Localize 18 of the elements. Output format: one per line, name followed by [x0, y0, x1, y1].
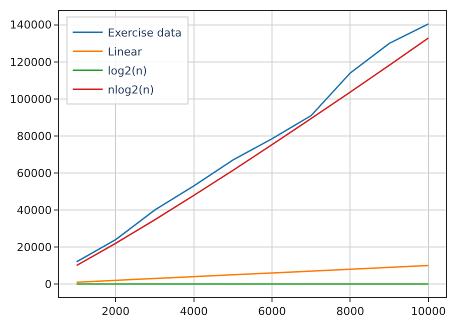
legend-label: Exercise data	[108, 26, 182, 40]
y-tick-label: 0	[44, 278, 52, 291]
y-tick-label: 40000	[16, 204, 52, 217]
x-tick-label: 10000	[410, 305, 446, 318]
line-series	[76, 264, 430, 283]
legend-label: log2(n)	[108, 64, 148, 78]
x-tick-label: 8000	[336, 305, 364, 318]
y-tick-label: 80000	[16, 130, 52, 143]
legend-label: Linear	[108, 46, 142, 59]
y-tick-label: 120000	[10, 56, 52, 69]
x-tick-label: 2000	[102, 305, 130, 318]
x-tick-label: 4000	[180, 305, 208, 318]
y-tick-label: 60000	[16, 166, 52, 180]
x-tick-label: 6000	[258, 305, 286, 318]
y-tick-label: 100000	[10, 92, 52, 106]
y-tick-label: 140000	[10, 18, 52, 32]
legend-label: nlog2(n)	[108, 84, 154, 97]
y-tick-label: 20000	[16, 240, 52, 254]
